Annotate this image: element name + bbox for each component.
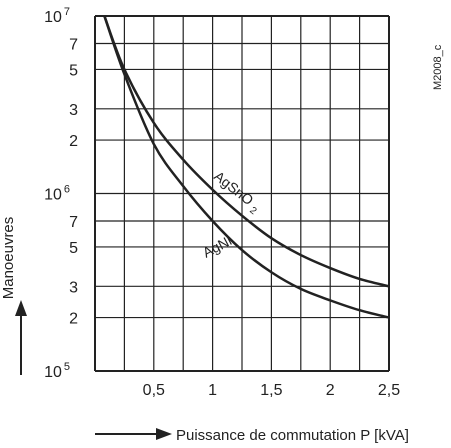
x-tick-label: 1,5 xyxy=(260,382,282,399)
y-tick-label: 10 6 xyxy=(44,184,70,204)
y-axis-title: Manoeuvres xyxy=(0,217,27,375)
figure-id: M2008_c xyxy=(432,44,444,90)
x-tick-label: 2 xyxy=(326,382,335,399)
x-tick-labels: 0,5 1 1,5 2 2,5 xyxy=(143,382,401,399)
x-axis-arrow-head xyxy=(156,428,172,440)
y-tick-label: 10 7 xyxy=(44,6,70,26)
x-axis-title: Puissance de commutation P [kVA] xyxy=(95,427,409,444)
y-tick-label: 10 5 xyxy=(44,361,70,381)
y-tick-label: 2 xyxy=(69,311,78,328)
y-tick-label: 7 xyxy=(69,36,78,53)
y-axis-arrow-head xyxy=(15,300,27,316)
y-tick-labels: 10 5 2 3 5 7 10 6 2 3 5 7 10 7 xyxy=(44,6,78,381)
y-tick-label: 7 xyxy=(69,214,78,231)
grid xyxy=(94,15,390,372)
y-tick-label: 5 xyxy=(69,62,78,79)
curves xyxy=(103,15,390,319)
series-line-agni xyxy=(103,15,390,319)
y-tick-label: 3 xyxy=(69,102,78,119)
y-tick-label: 2 xyxy=(69,133,78,150)
x-tick-label: 2,5 xyxy=(378,382,400,399)
x-tick-label: 0,5 xyxy=(143,382,165,399)
y-tick-label: 5 xyxy=(69,240,78,257)
y-tick-label: 3 xyxy=(69,279,78,296)
x-tick-label: 1 xyxy=(208,382,217,399)
svg-text:Manoeuvres: Manoeuvres xyxy=(0,217,17,300)
svg-text:Puissance de commutation P [kV: Puissance de commutation P [kVA] xyxy=(176,427,409,444)
series-line-agsno2 xyxy=(103,15,390,288)
